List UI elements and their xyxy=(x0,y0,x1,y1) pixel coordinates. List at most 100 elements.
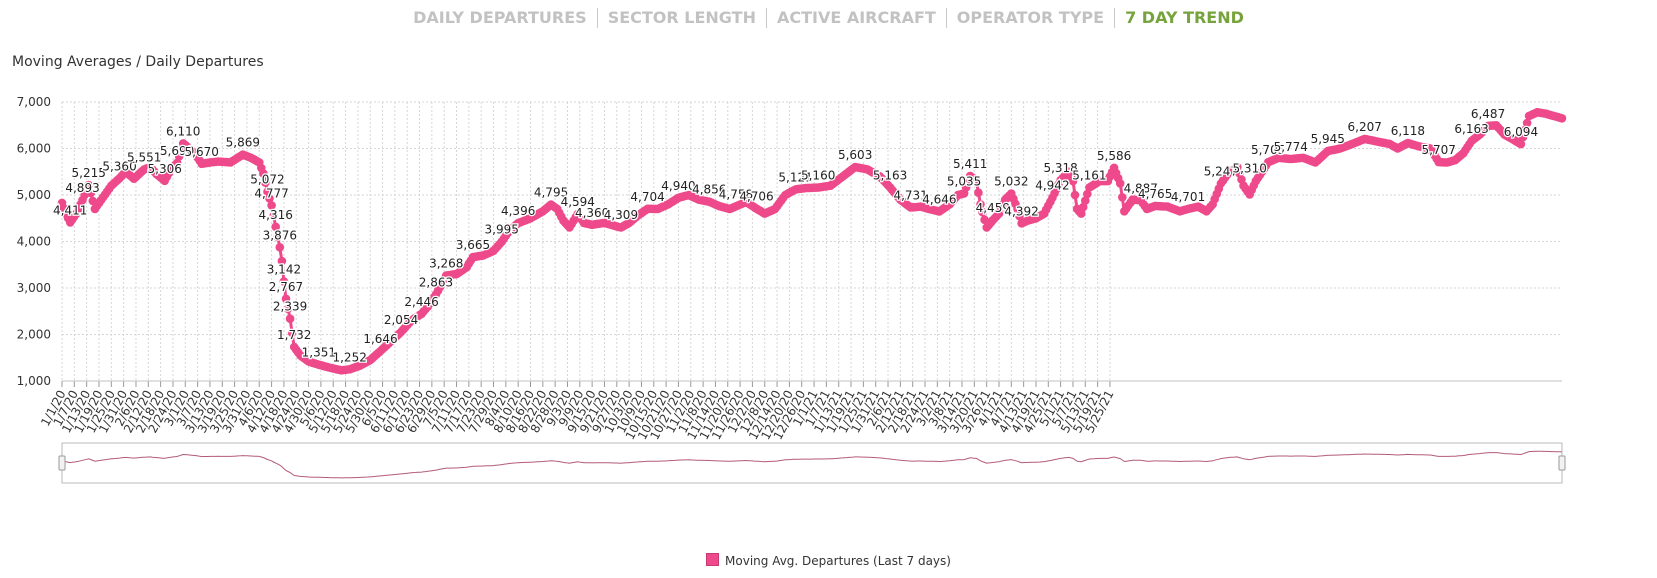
y-tick-label: 1,000 xyxy=(17,374,51,388)
data-label: 1,732 xyxy=(277,328,311,342)
data-point[interactable] xyxy=(84,180,93,190)
data-label: 4,701 xyxy=(1171,190,1205,204)
tab-active-aircraft[interactable]: ACTIVE AIRCRAFT xyxy=(767,8,947,28)
data-point[interactable] xyxy=(86,188,96,198)
data-label: 4,731 xyxy=(893,189,927,203)
data-point[interactable] xyxy=(285,314,295,323)
series-line-group[interactable] xyxy=(57,107,1567,375)
data-point[interactable] xyxy=(1015,211,1024,221)
data-label: 6,118 xyxy=(1391,124,1425,138)
data-point[interactable] xyxy=(1083,189,1092,199)
chart-title: Moving Averages / Daily Departures xyxy=(12,54,264,70)
data-label: 6,094 xyxy=(1504,125,1538,139)
y-tick-label: 5,000 xyxy=(17,188,51,202)
data-point[interactable] xyxy=(1115,179,1125,188)
data-point[interactable] xyxy=(1118,193,1127,202)
data-label: 2,446 xyxy=(404,295,438,309)
data-label: 4,795 xyxy=(534,186,568,200)
y-tick-label: 3,000 xyxy=(17,281,51,295)
data-point[interactable] xyxy=(1520,125,1530,135)
data-point[interactable] xyxy=(265,194,274,203)
data-point[interactable] xyxy=(263,187,272,196)
data-label: 4,411 xyxy=(53,203,87,217)
data-label: 4,765 xyxy=(1138,187,1172,201)
data-label: 3,268 xyxy=(429,257,463,271)
chart-legend[interactable]: Moving Avg. Departures (Last 7 days) xyxy=(0,553,1657,568)
data-label: 4,856 xyxy=(692,183,726,197)
data-label: 4,893 xyxy=(65,181,99,195)
data-label: 4,942 xyxy=(1035,179,1069,193)
data-point[interactable] xyxy=(261,178,270,187)
data-point[interactable] xyxy=(974,188,983,197)
data-point[interactable] xyxy=(1516,139,1526,149)
data-label: 3,995 xyxy=(485,223,519,237)
data-point[interactable] xyxy=(1081,196,1090,205)
data-label: 5,707 xyxy=(1422,143,1456,157)
line-chart[interactable]: 1,000 2,000 3,000 4,000 5,000 6,000 7,000 1/1/… xyxy=(0,80,1657,550)
range-navigator[interactable] xyxy=(58,442,1566,484)
data-label: 4,396 xyxy=(501,204,535,218)
data-label: 4,777 xyxy=(254,186,288,200)
data-point[interactable] xyxy=(1068,176,1078,186)
tab-operator-type[interactable]: OPERATOR TYPE xyxy=(947,8,1116,28)
data-label: 5,072 xyxy=(250,173,284,187)
data-label: 5,774 xyxy=(1274,140,1308,154)
data-point[interactable] xyxy=(1076,209,1086,218)
data-label: 6,487 xyxy=(1471,107,1505,121)
navigator-left-handle[interactable] xyxy=(58,455,66,471)
data-label: 5,603 xyxy=(838,148,872,162)
data-point[interactable] xyxy=(1557,114,1567,123)
data-point[interactable] xyxy=(978,207,987,217)
data-label: 5,690 xyxy=(160,144,194,158)
tab-7-day-trend[interactable]: 7 DAY TREND xyxy=(1125,8,1244,27)
data-point[interactable] xyxy=(283,304,293,314)
tab-daily-departures[interactable]: DAILY DEPARTURES xyxy=(403,8,598,28)
data-point[interactable] xyxy=(1078,202,1088,212)
tab-sector-length[interactable]: SECTOR LENGTH xyxy=(598,8,767,28)
legend-swatch xyxy=(706,553,720,566)
data-point[interactable] xyxy=(1518,132,1528,142)
data-label: 5,035 xyxy=(947,174,981,188)
data-point[interactable] xyxy=(275,243,285,252)
data-point[interactable] xyxy=(174,152,184,161)
data-label: 6,207 xyxy=(1348,120,1382,134)
data-point[interactable] xyxy=(281,294,291,304)
data-label: 2,767 xyxy=(269,280,303,294)
navigator-right-handle[interactable] xyxy=(1558,455,1566,471)
legend-label: Moving Avg. Departures (Last 7 days) xyxy=(725,554,951,568)
data-label: 5,551 xyxy=(127,150,161,164)
data-label: 4,360 xyxy=(575,206,609,220)
data-label: 5,869 xyxy=(226,136,260,150)
data-point[interactable] xyxy=(279,277,289,286)
data-point[interactable] xyxy=(277,256,287,266)
data-label: 2,863 xyxy=(419,275,453,289)
data-label: 5,161 xyxy=(1072,169,1106,183)
data-label: 4,309 xyxy=(604,208,638,222)
data-point[interactable] xyxy=(259,169,268,178)
data-label: 5,160 xyxy=(801,169,835,183)
data-point[interactable] xyxy=(172,158,182,168)
data-point[interactable] xyxy=(972,176,981,186)
data-point[interactable] xyxy=(271,222,281,232)
chart-grid xyxy=(61,101,1562,382)
data-point[interactable] xyxy=(1070,190,1080,200)
data-point[interactable] xyxy=(267,201,276,210)
navigator-frame[interactable] xyxy=(61,442,1563,484)
data-point[interactable] xyxy=(1013,204,1022,214)
data-label: 4,646 xyxy=(922,192,956,206)
data-label: 4,316 xyxy=(259,208,293,222)
data-point[interactable] xyxy=(269,211,278,221)
y-tick-label: 2,000 xyxy=(17,328,51,342)
data-point[interactable] xyxy=(1522,118,1532,128)
data-label: 5,032 xyxy=(994,175,1028,189)
data-point[interactable] xyxy=(273,232,283,242)
data-label: 5,945 xyxy=(1311,132,1345,146)
data-label: 5,670 xyxy=(185,145,219,159)
data-point[interactable] xyxy=(976,200,985,209)
data-point[interactable] xyxy=(287,328,297,338)
y-tick-label: 7,000 xyxy=(17,95,51,109)
data-label: 2,339 xyxy=(273,300,307,314)
data-label: 5,306 xyxy=(148,162,182,176)
data-label: 5,411 xyxy=(953,157,987,171)
